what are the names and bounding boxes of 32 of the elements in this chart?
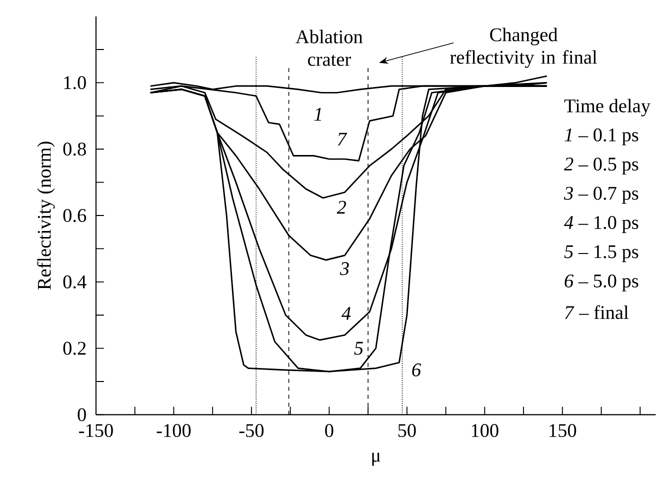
annotation: 2 – 0.5 ps bbox=[564, 158, 638, 175]
y-tick-label: 0.8 bbox=[63, 142, 86, 156]
x-tick-label: 0 bbox=[325, 424, 334, 438]
x-tick-label: -50 bbox=[239, 424, 264, 438]
series-label: 4 bbox=[342, 307, 351, 320]
series-label: 5 bbox=[354, 342, 363, 355]
annotation: 7 – final bbox=[565, 305, 628, 320]
series-label: 1 bbox=[314, 108, 322, 121]
x-tick-label: -100 bbox=[156, 424, 191, 438]
annotation: 1 – 0.1 ps bbox=[564, 128, 638, 146]
x-tick-label: 50 bbox=[398, 424, 416, 438]
annotation: Ablation crater bbox=[296, 30, 363, 66]
series-label: 7 bbox=[338, 132, 348, 146]
y-tick-label: 0.2 bbox=[63, 342, 86, 355]
series-label: 6 bbox=[412, 363, 421, 376]
annotation: 4 – 1.0 ps bbox=[564, 216, 638, 233]
annotation: 3 – 0.7 ps bbox=[564, 186, 638, 204]
x-tick-label: 150 bbox=[550, 424, 576, 438]
annotation: 6 – 5.0 ps bbox=[564, 274, 638, 292]
x-axis-title: μ bbox=[372, 452, 380, 466]
y-tick-label: 0.6 bbox=[63, 208, 86, 222]
y-axis-title: Reflectivity (norm) bbox=[37, 142, 55, 290]
annotation: 5 – 1.5 ps bbox=[564, 245, 638, 262]
y-tick-label: 0 bbox=[78, 408, 86, 422]
y-tick-label: 0.4 bbox=[63, 275, 86, 288]
annotation: Changed reflectivity in final bbox=[450, 28, 597, 68]
series-label: 2 bbox=[336, 200, 346, 214]
x-tick-label: 100 bbox=[472, 424, 498, 438]
x-tick-label: -150 bbox=[79, 424, 113, 438]
series-label: 3 bbox=[340, 262, 349, 276]
y-tick-label: 1.0 bbox=[64, 76, 86, 90]
annotation: Time delay bbox=[564, 98, 650, 116]
